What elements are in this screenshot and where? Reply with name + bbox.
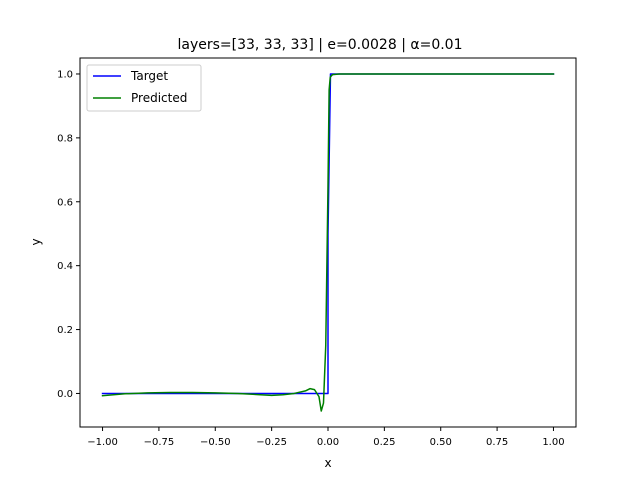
x-tick-label: 0.75 xyxy=(486,437,508,448)
legend: Target Predicted xyxy=(86,64,202,112)
y-axis-label: y xyxy=(29,238,43,245)
x-axis-label: x xyxy=(324,456,331,470)
x-tick-label: −1.00 xyxy=(87,437,118,448)
y-tick-label: 0.0 xyxy=(57,389,73,400)
x-axis-ticks: −1.00 −0.75 −0.50 −0.25 0.00 0.25 0.50 0.75 1.00 xyxy=(87,427,565,448)
y-axis-ticks: 0.0 0.2 0.4 0.6 0.8 1.0 xyxy=(57,69,80,400)
legend-label-target: Target xyxy=(130,69,168,83)
y-tick-label: 0.8 xyxy=(57,133,73,144)
chart-title: layers=[33, 33, 33] | e=0.0028 | α=0.01 xyxy=(177,37,462,53)
series-line-predicted xyxy=(101,73,555,412)
x-tick-label: −0.75 xyxy=(144,437,175,448)
legend-label-predicted: Predicted xyxy=(131,91,187,105)
y-tick-label: 0.2 xyxy=(57,325,73,336)
x-tick-label: −0.50 xyxy=(200,437,231,448)
x-tick-label: 0.50 xyxy=(430,437,452,448)
x-tick-label: −0.25 xyxy=(256,437,287,448)
x-tick-label: 0.25 xyxy=(373,437,395,448)
y-tick-label: 1.0 xyxy=(57,69,73,80)
series-layer xyxy=(101,73,555,412)
x-tick-label: 1.00 xyxy=(542,437,564,448)
y-tick-label: 0.4 xyxy=(57,261,73,272)
x-tick-label: 0.00 xyxy=(317,437,339,448)
y-tick-label: 0.6 xyxy=(57,197,73,208)
